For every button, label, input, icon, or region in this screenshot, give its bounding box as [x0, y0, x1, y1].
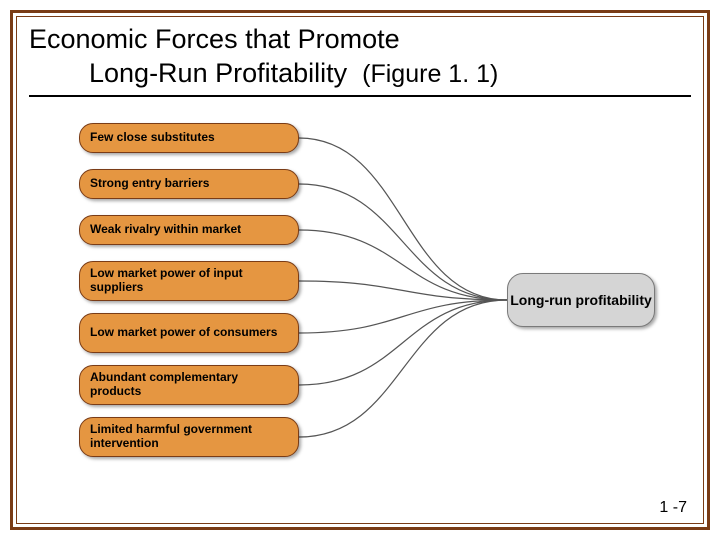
- slide: Economic Forces that Promote Long-Run Pr…: [0, 0, 720, 540]
- factor-box: Strong entry barriers: [79, 169, 299, 199]
- page-number: 1 -7: [659, 499, 687, 517]
- title-part1: Economic Forces that Promote: [29, 24, 400, 54]
- factor-box: Low market power of consumers: [79, 313, 299, 353]
- factor-box: Few close substitutes: [79, 123, 299, 153]
- result-node: Long-run profitability: [507, 273, 655, 327]
- title-block: Economic Forces that Promote Long-Run Pr…: [17, 17, 703, 91]
- outer-border: Economic Forces that Promote Long-Run Pr…: [10, 10, 710, 530]
- forces-diagram: Few close substitutes Strong entry barrie…: [29, 113, 691, 495]
- title-underline: [29, 95, 691, 97]
- inner-border: Economic Forces that Promote Long-Run Pr…: [16, 16, 704, 524]
- factor-box: Low market power of input suppliers: [79, 261, 299, 301]
- factor-box: Limited harmful government intervention: [79, 417, 299, 457]
- factor-box: Abundant complementary products: [79, 365, 299, 405]
- title-figure-ref: (Figure 1. 1): [362, 60, 498, 88]
- factor-box: Weak rivalry within market: [79, 215, 299, 245]
- slide-title: Economic Forces that Promote Long-Run Pr…: [29, 23, 691, 91]
- title-part2: Long-Run Profitability: [89, 58, 347, 88]
